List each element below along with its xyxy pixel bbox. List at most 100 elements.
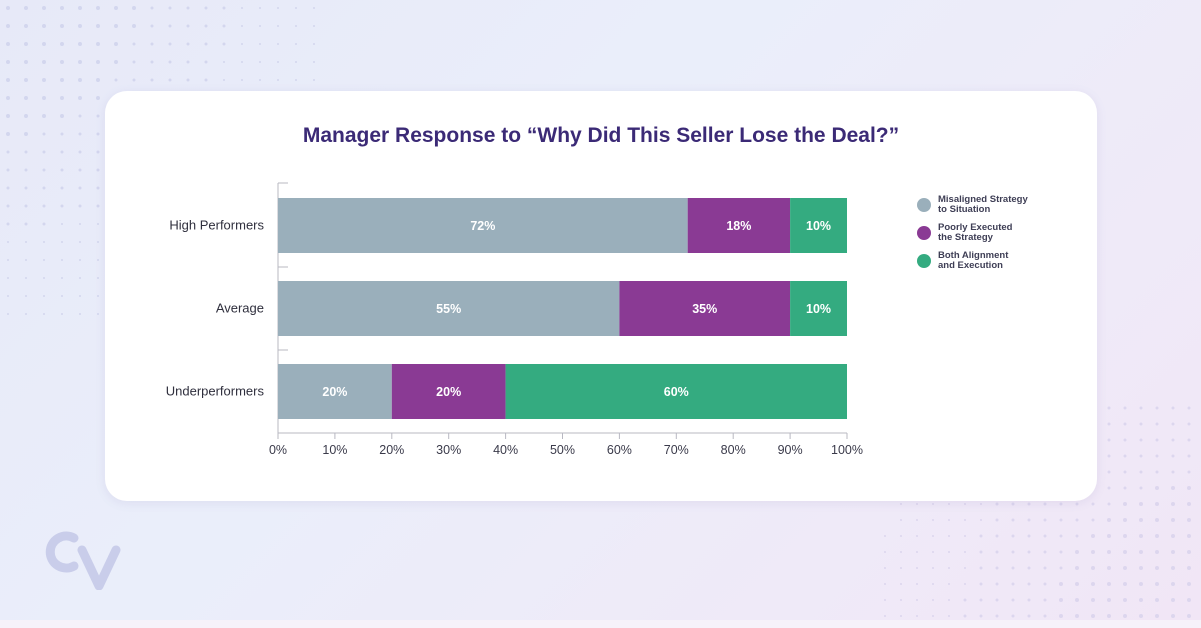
- dot: [916, 535, 918, 537]
- dot: [61, 223, 63, 225]
- dot: [1187, 582, 1191, 586]
- dot: [979, 534, 983, 538]
- dot: [1059, 566, 1063, 570]
- dot: [186, 78, 190, 82]
- dot: [1091, 598, 1095, 602]
- dot: [964, 519, 966, 521]
- dot: [948, 535, 950, 537]
- dot: [1107, 502, 1111, 506]
- dot: [6, 132, 10, 136]
- dot: [6, 96, 10, 100]
- dot: [79, 277, 81, 279]
- dot: [1155, 470, 1159, 474]
- dot: [1123, 582, 1127, 586]
- dot: [948, 503, 950, 505]
- dot: [1107, 470, 1111, 474]
- dot: [6, 78, 10, 82]
- dot: [1123, 406, 1127, 410]
- dot: [223, 61, 225, 63]
- dot: [43, 241, 45, 243]
- dot: [96, 132, 100, 136]
- dot: [42, 168, 46, 172]
- dot: [1011, 566, 1015, 570]
- dot: [1155, 582, 1159, 586]
- dot: [42, 186, 46, 190]
- dot: [1027, 502, 1031, 506]
- dot: [60, 132, 64, 136]
- dot: [1091, 566, 1095, 570]
- legend-swatch: [917, 198, 931, 212]
- dot: [97, 313, 99, 315]
- dot: [150, 78, 154, 82]
- dot: [114, 78, 118, 82]
- dot: [97, 259, 99, 261]
- dot: [60, 78, 64, 82]
- dot: [25, 295, 27, 297]
- dot: [1155, 454, 1159, 458]
- dot: [1107, 550, 1111, 554]
- dot: [916, 567, 918, 569]
- dot: [186, 6, 190, 10]
- dot: [241, 43, 243, 45]
- dot: [900, 551, 902, 553]
- dot: [96, 78, 100, 82]
- dot: [60, 24, 64, 28]
- dot: [1187, 518, 1191, 522]
- dot: [1139, 486, 1143, 490]
- dot: [96, 204, 100, 208]
- dot: [7, 295, 9, 297]
- dot: [1155, 422, 1159, 426]
- dot: [1107, 486, 1111, 490]
- dot: [1107, 598, 1111, 602]
- dot: [168, 42, 172, 46]
- dot: [78, 114, 82, 118]
- dot: [6, 42, 10, 46]
- dot: [222, 24, 226, 28]
- dot: [995, 518, 999, 522]
- dot: [1171, 582, 1175, 586]
- x-tick-label: 100%: [831, 443, 863, 457]
- dot: [884, 583, 886, 585]
- dot: [1187, 454, 1191, 458]
- x-tick-label: 20%: [379, 443, 404, 457]
- dot: [884, 535, 886, 537]
- dot: [114, 42, 118, 46]
- legend-label: Both Alignment and Execution: [938, 250, 1009, 271]
- dot: [900, 535, 902, 537]
- dot: [1187, 534, 1191, 538]
- dot: [295, 43, 297, 45]
- dot: [1171, 614, 1175, 618]
- bar-segment: [619, 281, 791, 336]
- dot: [932, 567, 934, 569]
- dot: [6, 222, 10, 226]
- legend-item: Both Alignment and Execution: [917, 251, 1087, 271]
- bar-segment: [790, 198, 847, 253]
- dot: [295, 7, 297, 9]
- dot: [97, 295, 99, 297]
- dot: [1107, 614, 1111, 618]
- dot: [97, 223, 99, 225]
- dot: [24, 222, 28, 226]
- dot: [204, 60, 208, 64]
- dot: [900, 599, 902, 601]
- dot: [1139, 454, 1143, 458]
- dot: [1027, 598, 1031, 602]
- dot: [1171, 566, 1175, 570]
- dot: [1075, 566, 1079, 570]
- dot: [1155, 550, 1159, 554]
- data-label: 20%: [436, 385, 461, 399]
- dot: [277, 43, 279, 45]
- dot: [277, 7, 279, 9]
- dot: [1059, 534, 1063, 538]
- dot: [979, 550, 983, 554]
- dot: [1139, 422, 1143, 426]
- dot: [6, 186, 10, 190]
- dot: [6, 150, 10, 154]
- dot: [1123, 438, 1127, 442]
- dot: [1123, 614, 1127, 618]
- dot: [6, 6, 10, 10]
- dot: [313, 79, 315, 81]
- dot: [1187, 422, 1191, 426]
- dot: [884, 567, 886, 569]
- dot: [884, 615, 886, 617]
